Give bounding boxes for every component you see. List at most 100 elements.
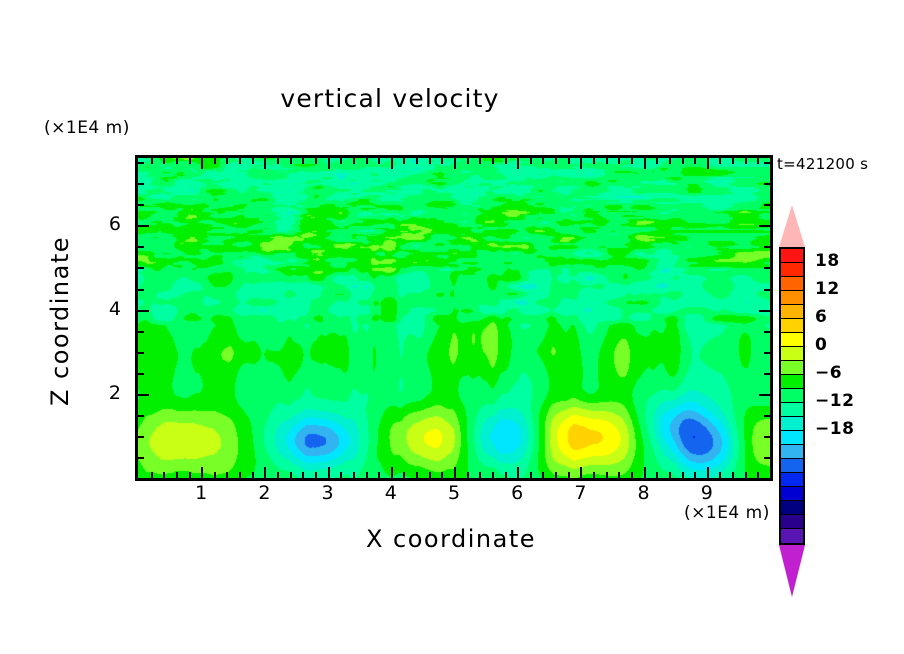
x-tick xyxy=(555,472,558,478)
x-tick-top xyxy=(605,158,608,164)
colorbar xyxy=(779,205,809,597)
y-tick xyxy=(138,456,144,459)
x-tick-top xyxy=(441,158,444,164)
x-tick xyxy=(529,472,532,478)
colorbar-label: 12 xyxy=(815,279,840,299)
y-tick-right xyxy=(764,435,770,438)
x-tick xyxy=(378,472,381,478)
x-tick-top xyxy=(403,158,406,164)
colorbar-cell xyxy=(781,319,803,333)
y-tick-right xyxy=(764,330,770,333)
y-tick xyxy=(138,393,149,396)
colorbar-cell xyxy=(781,347,803,361)
y-tick-right xyxy=(764,162,770,165)
x-tick-top xyxy=(163,158,166,164)
x-tick xyxy=(352,472,355,478)
x-tick-top xyxy=(454,158,456,169)
y-tick xyxy=(138,183,144,186)
x-tick xyxy=(454,467,456,478)
x-tick-top xyxy=(150,158,153,164)
colorbar-cell xyxy=(781,361,803,375)
x-tick xyxy=(656,472,659,478)
x-tick-top xyxy=(744,158,747,164)
x-tick xyxy=(719,472,722,478)
x-tick xyxy=(618,472,621,478)
y-tick-right xyxy=(764,372,770,375)
x-tick-top xyxy=(643,158,646,169)
x-tick-top xyxy=(719,158,722,164)
x-tick-top xyxy=(390,158,393,169)
x-tick-top xyxy=(352,158,355,164)
colorbar-extend-high-arrow xyxy=(779,205,805,247)
x-tick xyxy=(188,472,191,478)
x-tick-top xyxy=(264,158,267,169)
x-tick xyxy=(580,467,583,478)
y-tick-right xyxy=(764,351,770,354)
colorbar-cell xyxy=(781,403,803,417)
x-tick xyxy=(302,472,305,478)
colorbar-label: −12 xyxy=(815,391,855,411)
x-tick xyxy=(277,472,280,478)
x-tick-top xyxy=(340,158,343,164)
x-tick xyxy=(542,472,545,478)
x-tick xyxy=(466,472,469,478)
x-tick xyxy=(744,472,747,478)
x-tick-top xyxy=(491,158,494,164)
x-tick-top xyxy=(201,158,204,169)
x-tick-top xyxy=(630,158,633,164)
y-tick xyxy=(138,351,144,354)
x-tick xyxy=(681,472,684,478)
x-tick-top xyxy=(479,158,482,164)
x-tick xyxy=(340,472,343,478)
colorbar-cell xyxy=(781,375,803,389)
x-tick-top xyxy=(681,158,684,164)
y-tick xyxy=(138,309,149,312)
colorbar-extend-low-arrow xyxy=(779,545,805,597)
x-tick-top xyxy=(213,158,216,164)
colorbar-cell xyxy=(781,333,803,347)
horizontal-unit-label: (×1E4 m) xyxy=(684,503,770,523)
x-tick xyxy=(770,472,772,478)
x-tick-label: 8 xyxy=(637,482,650,504)
x-tick-top xyxy=(314,158,317,164)
x-tick-top xyxy=(593,158,596,164)
y-tick-right xyxy=(764,288,770,291)
x-tick-top xyxy=(504,158,507,164)
colorbar-cell xyxy=(781,515,803,529)
colorbar-cell xyxy=(781,249,803,263)
x-tick-top xyxy=(732,158,735,164)
x-tick xyxy=(239,472,242,478)
y-tick-right xyxy=(764,204,770,207)
colorbar-cell xyxy=(781,291,803,305)
x-tick-top xyxy=(416,158,419,164)
x-tick-label: 5 xyxy=(447,482,461,504)
x-tick-top xyxy=(302,158,305,164)
x-tick xyxy=(757,472,760,478)
x-tick xyxy=(517,467,520,478)
colorbar-cell xyxy=(781,445,803,459)
x-tick xyxy=(403,472,406,478)
y-tick xyxy=(138,414,144,417)
x-tick xyxy=(365,472,368,478)
colorbar-cells xyxy=(779,247,805,545)
x-tick-top xyxy=(580,158,583,169)
x-tick-top xyxy=(618,158,621,164)
x-tick xyxy=(251,472,254,478)
x-tick-top xyxy=(529,158,532,164)
y-tick xyxy=(138,288,144,291)
x-tick xyxy=(226,472,229,478)
colorbar-cell xyxy=(781,417,803,431)
x-tick-top xyxy=(428,158,431,164)
y-tick xyxy=(138,372,144,375)
colorbar-cell xyxy=(781,305,803,319)
x-tick xyxy=(428,472,431,478)
x-tick-top xyxy=(378,158,381,164)
colorbar-cell xyxy=(781,277,803,291)
x-tick xyxy=(314,472,317,478)
colorbar-label: 0 xyxy=(815,335,828,355)
y-tick-right xyxy=(764,414,770,417)
x-tick xyxy=(643,467,646,478)
y-tick xyxy=(138,204,144,207)
colorbar-cell xyxy=(781,473,803,487)
y-tick-right xyxy=(764,456,770,459)
